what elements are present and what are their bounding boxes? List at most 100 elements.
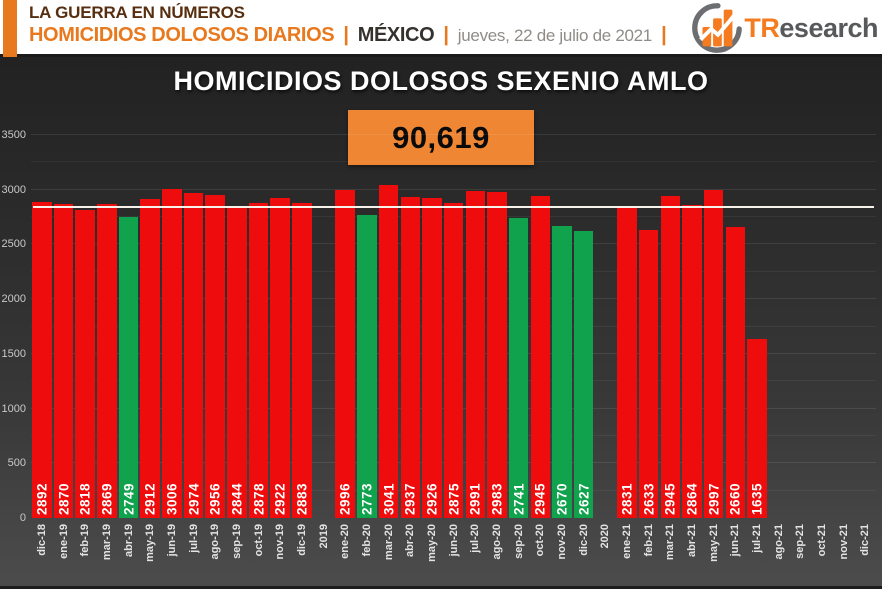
x-axis-label: jun-19 <box>165 524 178 557</box>
bar: 2875 <box>443 203 464 518</box>
bar-column: 2627 <box>573 135 595 518</box>
bar-value-label: 2660 <box>727 482 743 515</box>
bar-value-label: 3006 <box>164 482 180 515</box>
bar-value-label: 2869 <box>99 482 115 515</box>
x-axis-column: nov-21 <box>833 520 855 586</box>
bar: 2956 <box>205 194 225 518</box>
bar: 2912 <box>140 199 160 518</box>
bar-column: 2922 <box>269 135 291 518</box>
bar: 2660 <box>725 226 746 518</box>
plot-wrap: 0 500 1000 1500 2000 2500 3000 3500 2892 2870 2818… <box>0 129 882 586</box>
header-kicker: LA GUERRA EN NÚMEROS <box>29 3 245 22</box>
bar: 2922 <box>270 198 290 518</box>
x-axis-column: feb-20 <box>356 520 378 586</box>
x-axis-label: 2019 <box>317 524 330 549</box>
x-axis-column: abr-21 <box>681 520 703 586</box>
bar: 3006 <box>162 189 182 518</box>
x-axis-column: mar-21 <box>659 520 681 586</box>
x-axis-label: nov-19 <box>274 524 287 560</box>
bar-column: 2991 <box>464 135 486 518</box>
gridline <box>31 134 876 135</box>
bar-column: 2844 <box>226 135 248 518</box>
x-axis-label: dic-20 <box>577 524 590 556</box>
x-axis-column: ene-19 <box>53 520 75 586</box>
bar-value-label: 2627 <box>576 482 592 515</box>
bar: 2883 <box>292 202 312 518</box>
bar-value-label: 2818 <box>77 482 93 515</box>
bar-column <box>594 135 616 518</box>
bar: 2926 <box>422 197 442 518</box>
x-axis-column: ago-21 <box>768 520 790 586</box>
y-axis-tick-label: 3500 <box>1 129 26 141</box>
x-axis-label: ago-20 <box>490 524 503 560</box>
bar: 2892 <box>32 201 52 518</box>
bar-column <box>790 135 812 518</box>
x-axis-label: nov-21 <box>837 524 850 560</box>
bar-column <box>313 135 335 518</box>
x-axis-label: ago-19 <box>209 524 222 560</box>
tresearch-logo: TResearch <box>688 2 878 54</box>
x-axis-label: ene-19 <box>57 524 70 559</box>
header-subtitle-row: HOMICIDIOS DOLOSOS DIARIOS | MÉXICO | ju… <box>29 24 670 46</box>
bar-column: 2945 <box>659 135 681 518</box>
x-axis-column: jun-20 <box>443 520 465 586</box>
x-axis-column: oct-20 <box>529 520 551 586</box>
bar-column: 2670 <box>551 135 573 518</box>
bar-value-label: 2997 <box>706 482 722 515</box>
x-axis-column: nov-19 <box>269 520 291 586</box>
bar: 2870 <box>53 203 74 518</box>
y-axis-tick-label: 3000 <box>1 183 26 196</box>
x-axis-label: ago-21 <box>772 524 785 560</box>
bar-column <box>855 135 877 518</box>
bar-column: 2773 <box>356 135 378 518</box>
y-axis-tick-label: 500 <box>7 457 26 470</box>
bar-column: 2926 <box>421 135 443 518</box>
bar: 2831 <box>617 208 637 518</box>
bar: 2818 <box>75 209 95 518</box>
x-axis-column: may-20 <box>421 520 443 586</box>
bar: 2670 <box>552 225 572 518</box>
bar-value-label: 1635 <box>749 482 765 515</box>
bar-value-label: 2991 <box>467 482 483 515</box>
x-axis-label: oct-21 <box>816 524 829 557</box>
x-axis-label: abr-21 <box>685 524 698 558</box>
bar-value-label: 2878 <box>251 482 267 515</box>
bar-column: 2878 <box>248 135 270 518</box>
header-pipe: | <box>661 23 667 46</box>
bar-value-label: 2945 <box>532 482 548 515</box>
x-axis-label: feb-19 <box>79 524 92 557</box>
bar-column: 2741 <box>508 135 530 518</box>
x-axis-column: 2020 <box>594 520 616 586</box>
bar-column <box>833 135 855 518</box>
bar-value-label: 2983 <box>489 482 505 515</box>
x-axis-column: dic-18 <box>31 520 53 586</box>
y-axis-tick-label: 0 <box>19 512 26 524</box>
x-axis-label: ene-21 <box>620 524 633 559</box>
bar: 1635 <box>747 339 767 518</box>
header-pipe: | <box>343 23 349 46</box>
x-axis-label: dic-18 <box>35 524 48 556</box>
x-axis-label: jul-21 <box>751 524 763 553</box>
bar-column: 2892 <box>31 135 53 518</box>
x-axis-label: oct-19 <box>252 524 265 557</box>
bar: 2996 <box>335 190 355 518</box>
bar-column: 2996 <box>334 135 356 518</box>
x-axis-column: ago-20 <box>486 520 508 586</box>
bar-value-label: 2864 <box>684 482 700 515</box>
header-region: MÉXICO <box>357 23 435 46</box>
x-axis-label: ene-20 <box>339 524 352 559</box>
bar: 2741 <box>508 218 529 518</box>
x-axis-column: jul-20 <box>464 520 486 586</box>
header-accent-strip <box>3 0 17 57</box>
bar-column: 2945 <box>529 135 551 518</box>
bar-column: 2956 <box>204 135 226 518</box>
bar: 2945 <box>660 195 681 518</box>
x-axis-column: feb-19 <box>74 520 96 586</box>
bar-column <box>768 135 790 518</box>
bar: 3041 <box>378 185 399 518</box>
x-axis-column: jul-21 <box>746 520 768 586</box>
x-axis-label: may-19 <box>144 524 157 562</box>
bar: 2633 <box>638 229 659 518</box>
header-date: jueves, 22 de julio de 2021 <box>457 25 652 45</box>
bar-value-label: 2956 <box>207 482 223 515</box>
